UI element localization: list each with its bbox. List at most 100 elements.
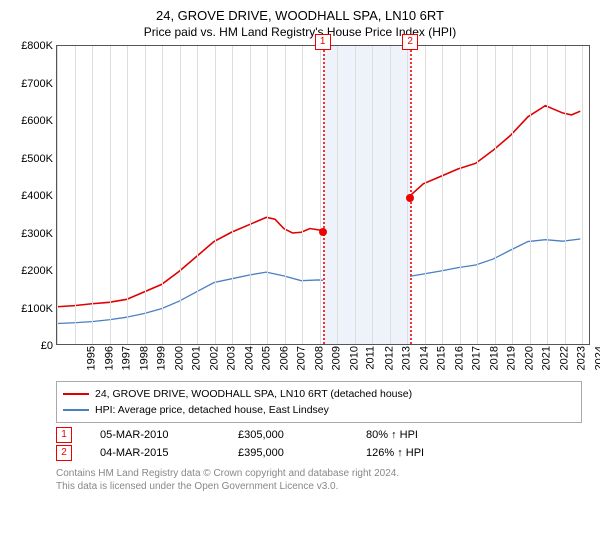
x-axis-label: 2010 <box>348 346 360 370</box>
gridline <box>442 46 443 344</box>
legend-swatch-hpi <box>63 409 89 411</box>
y-axis-label: £700K <box>21 78 57 90</box>
copyright-line1: Contains HM Land Registry data © Crown c… <box>56 468 399 479</box>
sale-marker-dot <box>319 228 327 236</box>
gridline <box>565 46 566 344</box>
x-axis-label: 2007 <box>296 346 308 370</box>
x-axis-label: 2017 <box>471 346 483 370</box>
sale-row-number: 1 <box>56 427 72 443</box>
y-axis-label: £200K <box>21 265 57 277</box>
gridline <box>127 46 128 344</box>
gridline <box>162 46 163 344</box>
gridline <box>75 46 76 344</box>
gridline <box>145 46 146 344</box>
x-axis-label: 1996 <box>103 346 115 370</box>
page-title: 24, GROVE DRIVE, WOODHALL SPA, LN10 6RT <box>8 8 592 23</box>
y-axis-label: £500K <box>21 153 57 165</box>
x-axis-label: 2001 <box>191 346 203 370</box>
sale-date: 05-MAR-2010 <box>100 429 210 441</box>
x-axis-label: 2022 <box>558 346 570 370</box>
gridline <box>460 46 461 344</box>
highlight-band <box>323 46 411 344</box>
gridline <box>530 46 531 344</box>
gridline <box>320 46 321 344</box>
sale-price: £395,000 <box>238 447 338 459</box>
y-axis-label: £800K <box>21 40 57 52</box>
x-axis-label: 1995 <box>85 346 97 370</box>
gridline <box>285 46 286 344</box>
x-axis-label: 2000 <box>173 346 185 370</box>
x-axis-label: 2006 <box>278 346 290 370</box>
x-axis-label: 2009 <box>331 346 343 370</box>
gridline <box>495 46 496 344</box>
legend: 24, GROVE DRIVE, WOODHALL SPA, LN10 6RT … <box>56 381 582 423</box>
x-axis-label: 2013 <box>401 346 413 370</box>
gridline <box>355 46 356 344</box>
x-axis-label: 1998 <box>138 346 150 370</box>
x-axis-label: 2002 <box>208 346 220 370</box>
gridline <box>372 46 373 344</box>
sale-date: 04-MAR-2015 <box>100 447 210 459</box>
x-axis-label: 2015 <box>436 346 448 370</box>
y-axis-label: £300K <box>21 228 57 240</box>
x-axis-label: 1999 <box>156 346 168 370</box>
legend-label-price: 24, GROVE DRIVE, WOODHALL SPA, LN10 6RT … <box>95 386 412 402</box>
x-axis-label: 2016 <box>453 346 465 370</box>
x-axis-label: 2004 <box>243 346 255 370</box>
gridline <box>92 46 93 344</box>
x-axis-label: 2024 <box>593 346 600 370</box>
x-axis-label: 2018 <box>488 346 500 370</box>
page-subtitle: Price paid vs. HM Land Registry's House … <box>8 25 592 39</box>
gridline <box>197 46 198 344</box>
x-axis-label: 2023 <box>576 346 588 370</box>
gridline <box>110 46 111 344</box>
x-axis-label: 2003 <box>226 346 238 370</box>
y-axis-label: £600K <box>21 115 57 127</box>
sales-table: 1 05-MAR-2010 £305,000 80% ↑ HPI 2 04-MAR-201… <box>8 427 592 461</box>
sale-marker-label: 1 <box>315 34 331 50</box>
legend-item-price: 24, GROVE DRIVE, WOODHALL SPA, LN10 6RT … <box>63 386 575 402</box>
sale-delta: 126% ↑ HPI <box>366 447 424 459</box>
sale-marker-label: 2 <box>402 34 418 50</box>
x-axis-label: 2019 <box>506 346 518 370</box>
chart-plot-area: £0£100K£200K£300K£400K£500K£600K£700K£80… <box>56 45 590 345</box>
gridline <box>232 46 233 344</box>
legend-item-hpi: HPI: Average price, detached house, East… <box>63 402 575 418</box>
sale-row-number: 2 <box>56 445 72 461</box>
x-axis-label: 2005 <box>261 346 273 370</box>
gridline <box>582 46 583 344</box>
gridline <box>302 46 303 344</box>
sale-price: £305,000 <box>238 429 338 441</box>
x-axis-label: 2014 <box>418 346 430 370</box>
gridline <box>250 46 251 344</box>
sale-marker-line <box>323 34 325 344</box>
y-axis-label: £400K <box>21 190 57 202</box>
y-axis-label: £0 <box>41 340 57 352</box>
sale-row: 2 04-MAR-2015 £395,000 126% ↑ HPI <box>56 445 582 461</box>
gridline <box>477 46 478 344</box>
sale-marker-dot <box>406 194 414 202</box>
gridline <box>512 46 513 344</box>
gridline <box>215 46 216 344</box>
sale-marker-line <box>410 34 412 344</box>
gridline <box>180 46 181 344</box>
gridline <box>57 46 58 344</box>
gridline <box>547 46 548 344</box>
copyright: Contains HM Land Registry data © Crown c… <box>56 467 582 493</box>
x-axis-label: 2012 <box>383 346 395 370</box>
legend-label-hpi: HPI: Average price, detached house, East… <box>95 402 329 418</box>
sale-delta: 80% ↑ HPI <box>366 429 418 441</box>
gridline <box>337 46 338 344</box>
x-axis-label: 2021 <box>541 346 553 370</box>
x-axis-label: 2008 <box>313 346 325 370</box>
x-axis-label: 2011 <box>365 346 377 370</box>
y-axis-label: £100K <box>21 303 57 315</box>
x-axis-label: 1997 <box>121 346 133 370</box>
legend-swatch-price <box>63 393 89 395</box>
copyright-line2: This data is licensed under the Open Gov… <box>56 481 338 492</box>
gridline <box>267 46 268 344</box>
gridline <box>390 46 391 344</box>
gridline <box>425 46 426 344</box>
x-axis-label: 2020 <box>523 346 535 370</box>
sale-row: 1 05-MAR-2010 £305,000 80% ↑ HPI <box>56 427 582 443</box>
